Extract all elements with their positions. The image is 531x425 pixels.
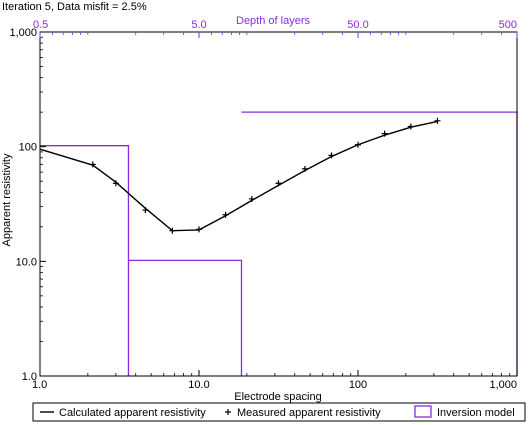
inversion-model-layer (40, 111, 518, 376)
legend-box-symbol (414, 405, 432, 418)
measured-point (381, 130, 388, 137)
measured-point (355, 141, 361, 148)
measured-point (434, 117, 441, 124)
legend-box (32, 402, 526, 422)
legend-plus-symbol (225, 409, 231, 415)
legend: Calculated apparent resistivity Measured … (32, 402, 526, 422)
measured-point (169, 227, 176, 234)
y-tick-label: 100 (19, 142, 37, 154)
x-axis-label: Electrode spacing (234, 391, 321, 403)
measured-point (89, 161, 96, 168)
measured-point (222, 211, 229, 218)
measured-point (275, 180, 282, 187)
inversion-model-line (40, 111, 518, 376)
x-tick-label: 1.0 (32, 379, 47, 391)
x-tick-label: 1,000 (489, 379, 517, 391)
x-tick-label: 10.0 (188, 379, 209, 391)
top-tick-label: 0.5 (33, 19, 48, 31)
top-axis-label: Depth of layers (236, 15, 310, 27)
calculated-resistivity-line (39, 120, 438, 232)
legend-label-model: Inversion model (437, 407, 515, 419)
x-tick-label: 100 (349, 379, 367, 391)
legend-label-measured: Measured apparent resistivity (237, 407, 381, 419)
legend-label-calculated: Calculated apparent resistivity (59, 407, 206, 419)
measured-point (142, 207, 149, 214)
calculated-series-layer (39, 120, 438, 232)
measured-series-layer (89, 117, 441, 234)
plot-frame (39, 31, 518, 377)
y-tick-label: 10.0 (16, 256, 37, 268)
measured-point (112, 180, 119, 187)
y-tick-label: 1.0 (22, 371, 37, 383)
measured-point (301, 165, 308, 172)
measured-point (196, 226, 202, 233)
top-tick-label: 5.0 (191, 19, 206, 31)
measured-point (328, 152, 335, 159)
measured-point (407, 123, 414, 130)
y-axis-label: Apparent resistivity (1, 153, 13, 246)
y-tick-label: 1,000 (9, 27, 37, 39)
measured-point (248, 195, 255, 202)
top-tick-label: 50.0 (347, 19, 368, 31)
top-tick-label: 500 (499, 19, 517, 31)
chart-title: Iteration 5, Data misfit = 2.5% (2, 1, 147, 13)
